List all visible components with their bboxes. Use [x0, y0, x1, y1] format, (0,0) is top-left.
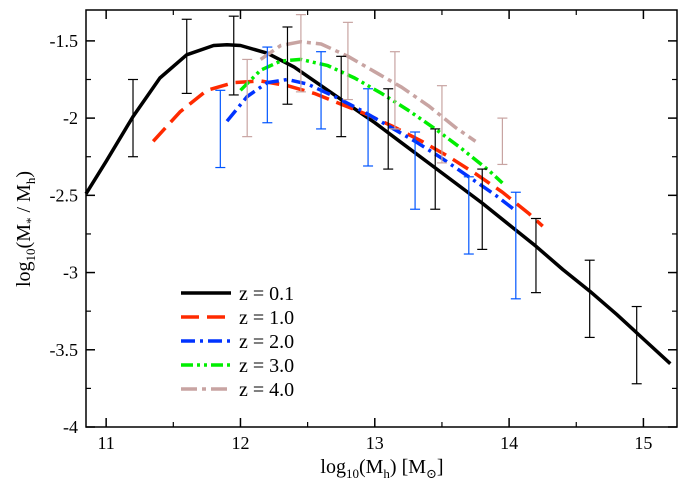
legend-label-4: z = 4.0 [239, 379, 294, 401]
legend-label-3: z = 3.0 [239, 355, 294, 377]
x-axis-title: log10(Mh) [M⊙] [320, 456, 443, 481]
y-axis-title: log10(M* / Mh) [13, 171, 38, 287]
x-tick-label: 13 [366, 433, 384, 453]
x-tick-label: 15 [634, 433, 652, 453]
y-tick-label: -3.5 [50, 340, 79, 360]
legend-label-0: z = 0.1 [239, 283, 294, 305]
series-line-4 [259, 39, 477, 143]
series-line-1 [151, 79, 544, 228]
y-tick-label: -2 [63, 108, 78, 128]
y-tick-label: -3 [63, 263, 78, 283]
legend-label-2: z = 2.0 [239, 331, 294, 353]
series-line-3 [239, 57, 504, 185]
y-tick-label: -4 [63, 417, 78, 437]
plot-frame [85, 9, 678, 428]
y-tick-label: -1.5 [50, 31, 79, 51]
y-tick-label: -2.5 [50, 185, 79, 205]
tick-layer: 11 12 13 14 15 -1.5 -2 -2.5 -3 -3.5 -4 [50, 10, 677, 453]
errorbar-layer [128, 14, 642, 385]
legend-label-1: z = 1.0 [239, 307, 294, 329]
legend: z = 0.1z = 1.0z = 2.0z = 3.0z = 4.0 [181, 283, 294, 401]
x-tick-label: 12 [231, 433, 249, 453]
series-layer [84, 39, 672, 365]
x-tick-label: 11 [97, 433, 114, 453]
x-tick-label: 14 [500, 433, 518, 453]
series-line-2 [225, 77, 517, 213]
